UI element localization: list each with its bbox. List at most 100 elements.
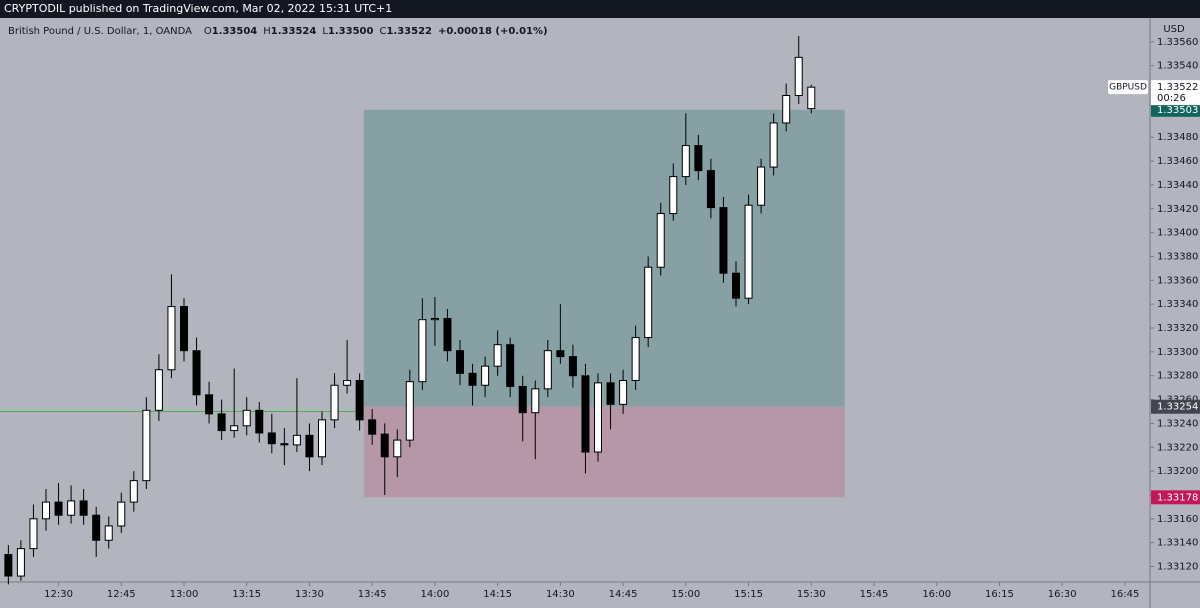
- y-tick-label: 1.33280: [1157, 371, 1198, 382]
- y-tick-label: 1.33400: [1157, 228, 1198, 239]
- y-tick-label: 1.33480: [1157, 132, 1198, 143]
- candle-body: [769, 122, 778, 168]
- y-tick-label: 1.33300: [1157, 347, 1198, 358]
- x-tick-label: 15:15: [734, 589, 763, 600]
- candle-body: [355, 379, 364, 421]
- y-tick-label: 1.33160: [1157, 514, 1198, 525]
- candle-body: [255, 409, 264, 434]
- candle-body: [556, 350, 565, 358]
- candle-body: [606, 382, 615, 405]
- candle-body: [706, 170, 715, 209]
- candle-body: [619, 379, 628, 405]
- candle-body: [568, 356, 577, 377]
- y-tick-label: 1.33560: [1157, 37, 1198, 48]
- x-tick-label: 12:30: [44, 589, 73, 600]
- top-bar: [0, 0, 1200, 18]
- candle-body: [267, 432, 276, 445]
- x-tick-label: 14:45: [609, 589, 638, 600]
- candle-body: [368, 419, 377, 435]
- x-tick-label: 13:00: [170, 589, 199, 600]
- candle-body: [117, 501, 126, 527]
- candle-body: [305, 434, 314, 458]
- publisher-info: CRYPTODIL published on TradingView.com, …: [4, 2, 392, 15]
- symbol-box: [1108, 80, 1148, 95]
- x-tick-label: 16:00: [922, 589, 951, 600]
- candle-body: [192, 350, 201, 396]
- candle-body: [631, 337, 640, 381]
- candle-body: [732, 272, 740, 299]
- countdown: 00:26: [1157, 93, 1186, 104]
- y-tick-label: 1.33240: [1157, 418, 1198, 429]
- last-price-box: [1151, 80, 1200, 106]
- candle-body: [481, 365, 490, 386]
- x-tick-label: 15:00: [671, 589, 700, 600]
- ohlc-letter: L: [322, 26, 328, 37]
- price-label-box: [1151, 399, 1200, 414]
- price-label: 1.33178: [1157, 492, 1198, 503]
- ohlc-value: 1.33500: [328, 26, 374, 37]
- y-tick-label: 1.33440: [1157, 180, 1198, 191]
- candle-body: [644, 266, 653, 339]
- y-tick-label: 1.33140: [1157, 538, 1198, 549]
- candle-body: [581, 375, 590, 453]
- candle-body: [681, 145, 690, 178]
- price-label-box: [1151, 102, 1200, 117]
- x-tick-label: 16:45: [1110, 589, 1139, 600]
- candle-body: [782, 95, 791, 124]
- candle-body: [794, 56, 803, 97]
- y-tick-label: 1.33360: [1157, 275, 1198, 286]
- candle-body: [506, 344, 515, 387]
- y-tick-label: 1.33340: [1157, 299, 1198, 310]
- ohlc-letter: O: [204, 26, 212, 37]
- candle-body: [92, 514, 101, 541]
- price-label: 1.33254: [1157, 402, 1198, 413]
- ohlc-letter: C: [379, 26, 386, 37]
- candle-body: [443, 317, 452, 352]
- candle-body: [230, 425, 239, 432]
- legend-text: British Pound / U.S. Dollar, 1, OANDA O1.…: [8, 26, 548, 37]
- x-tick-label: 13:15: [232, 589, 261, 600]
- x-tick-label: 15:30: [797, 589, 826, 600]
- candle-body: [54, 501, 63, 516]
- x-tick-label: 14:00: [420, 589, 449, 600]
- candle-body: [318, 419, 326, 458]
- candle-body: [167, 306, 176, 371]
- candle-body: [16, 548, 25, 577]
- symbol-label: GBPUSD: [1109, 83, 1147, 93]
- ohlc-value: 1.33504: [212, 26, 258, 37]
- last-price: 1.33522: [1157, 82, 1198, 93]
- x-tick-label: 16:15: [985, 589, 1014, 600]
- y-tick-label: 1.33200: [1157, 466, 1198, 477]
- candle-body: [292, 434, 301, 446]
- y-tick-label: 1.33460: [1157, 156, 1198, 167]
- price-change: +0.00018 (+0.01%): [438, 26, 548, 37]
- candle-body: [4, 554, 13, 577]
- x-tick-label: 14:15: [483, 589, 512, 600]
- price-label: 1.33503: [1157, 105, 1198, 116]
- candle-body: [719, 207, 728, 274]
- x-tick-label: 12:45: [107, 589, 136, 600]
- symbol-name: British Pound / U.S. Dollar, 1, OANDA: [8, 26, 192, 37]
- y-tick-label: 1.33380: [1157, 251, 1198, 262]
- x-tick-label: 15:45: [860, 589, 889, 600]
- candle-body: [531, 388, 540, 414]
- candle-body: [656, 213, 665, 268]
- x-tick-label: 13:30: [295, 589, 324, 600]
- candle-body: [543, 350, 552, 390]
- candle-body: [380, 433, 389, 458]
- y-tick-label: 1.33540: [1157, 61, 1198, 72]
- ohlc-value: 1.33524: [271, 26, 317, 37]
- legend: British Pound / U.S. Dollar, 1, OANDA O1.…: [8, 26, 548, 37]
- y-tick-label: 1.33220: [1157, 442, 1198, 453]
- candle-body: [744, 204, 753, 299]
- ohlc-letter: H: [263, 26, 271, 37]
- x-tick-label: 13:45: [358, 589, 387, 600]
- candle-body: [205, 394, 214, 415]
- x-tick-label: 14:30: [546, 589, 575, 600]
- candle-body: [343, 379, 352, 386]
- candle-body: [67, 500, 76, 516]
- candle-body: [807, 86, 816, 110]
- candle-body: [154, 369, 163, 411]
- candle-body: [129, 480, 138, 503]
